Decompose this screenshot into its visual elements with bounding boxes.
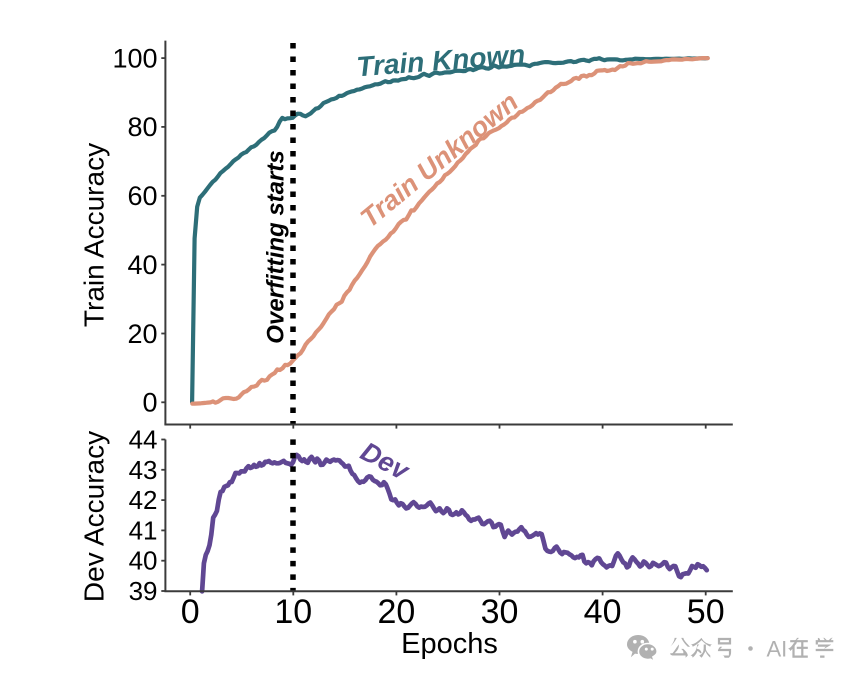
svg-text:10: 10 (274, 593, 312, 631)
svg-text:Epochs: Epochs (401, 628, 498, 660)
svg-text:60: 60 (127, 181, 157, 211)
svg-text:AI: AI (767, 637, 788, 662)
svg-text:44: 44 (129, 425, 158, 455)
svg-text:43: 43 (129, 455, 158, 485)
svg-text:Overfitting starts: Overfitting starts (263, 150, 290, 343)
svg-text:100: 100 (112, 43, 157, 73)
svg-text:41: 41 (129, 515, 158, 545)
svg-text:40: 40 (129, 546, 158, 576)
svg-text:80: 80 (127, 112, 157, 142)
svg-text:0: 0 (142, 388, 157, 418)
svg-text:39: 39 (129, 576, 158, 606)
svg-text:30: 30 (481, 593, 519, 631)
svg-text:Dev Accuracy: Dev Accuracy (79, 431, 110, 602)
svg-text:40: 40 (584, 593, 622, 631)
svg-text:40: 40 (127, 250, 157, 280)
svg-text:42: 42 (129, 485, 158, 515)
svg-text:20: 20 (377, 593, 415, 631)
svg-text:Train Accuracy: Train Accuracy (79, 143, 110, 327)
svg-text:20: 20 (127, 319, 157, 349)
svg-text:0: 0 (181, 593, 200, 631)
svg-text:50: 50 (687, 593, 725, 631)
